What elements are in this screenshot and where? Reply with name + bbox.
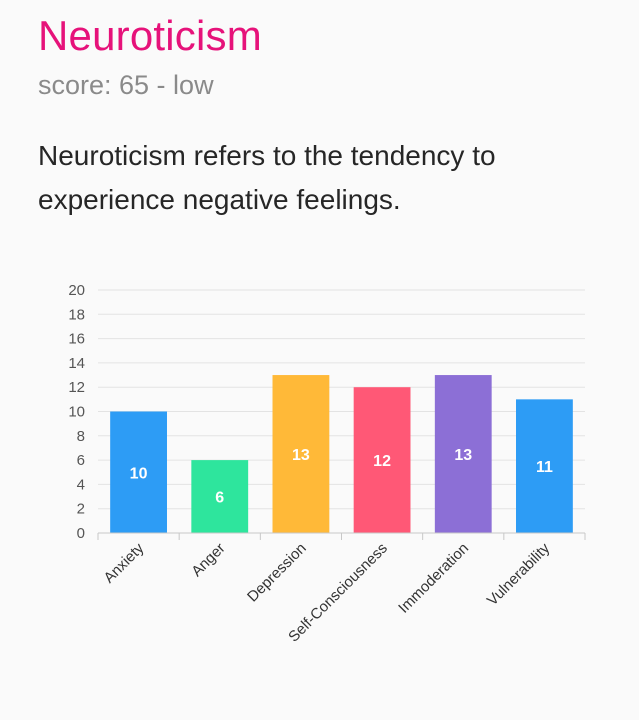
bar-value-label: 13 [292,447,310,464]
bar-value-label: 6 [215,490,224,507]
bar-value-label: 10 [130,465,148,482]
bar-value-label: 13 [454,447,472,464]
facet-bar-chart: 0 2 4 6 8 10 12 14 16 18 20 10 6 13 12 13 11 Anxiety Ang… [68,282,586,646]
y-tick-label: 6 [77,452,85,469]
y-tick-label: 4 [77,476,85,493]
bars: 10 6 13 12 13 11 [110,375,573,533]
bar [353,387,411,533]
bar [110,411,167,533]
bar [191,460,249,533]
bar [272,375,330,533]
x-tick-label: Depression [244,540,310,606]
trait-description: Neuroticism refers to the tendency to ex… [38,140,496,215]
bar [434,375,492,533]
y-tick-label: 0 [77,525,85,542]
x-tick-label: Anger [188,540,228,580]
y-axis-ticks: 0 2 4 6 8 10 12 14 16 18 20 [68,282,85,542]
y-tick-label: 18 [68,306,85,323]
y-tick-label: 14 [68,355,85,372]
grid-lines [98,289,585,534]
x-tick-label: Immoderation [395,540,472,617]
x-axis-labels: Anxiety Anger DepressionSelf-Consciousness… [101,539,554,645]
y-tick-label: 12 [68,379,85,396]
bar-value-label: 11 [536,459,553,476]
x-tick-label: Vulnerability [484,539,554,609]
score-subtitle: score: 65 - low [38,70,214,100]
bar-value-label: 12 [373,453,391,470]
x-axis [97,532,586,540]
y-tick-label: 2 [77,501,85,518]
y-tick-label: 20 [68,282,85,299]
y-tick-label: 8 [77,428,85,445]
y-tick-label: 16 [68,331,85,348]
y-tick-label: 10 [68,404,85,421]
bar [516,399,573,533]
page-title: Neuroticism [38,12,262,59]
x-tick-label: Anxiety [101,539,148,586]
